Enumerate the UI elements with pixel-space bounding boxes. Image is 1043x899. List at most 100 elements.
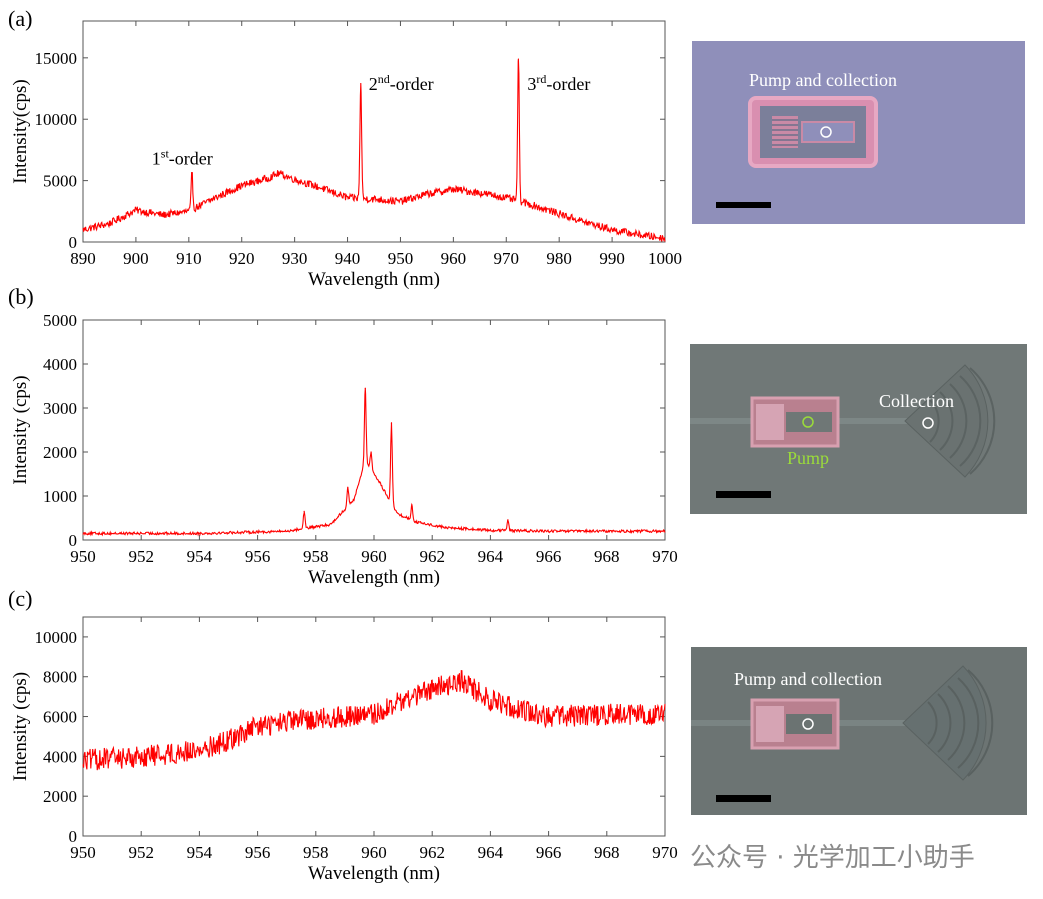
x-tick-label: 950 bbox=[70, 547, 96, 566]
photo-c-label: Pump and collection bbox=[734, 669, 882, 689]
grating-lines bbox=[772, 119, 798, 146]
cavity-bar bbox=[786, 714, 832, 734]
photo-b-pump-label: Pump bbox=[787, 448, 829, 468]
order-word: -order bbox=[390, 74, 434, 94]
photo-b-collection-label: Collection bbox=[879, 391, 954, 411]
pump-spot-marker bbox=[820, 126, 832, 138]
y-tick-label: 6000 bbox=[43, 708, 77, 727]
x-tick-label: 930 bbox=[282, 249, 308, 268]
x-tick-label: 920 bbox=[229, 249, 255, 268]
panel-label-b: (b) bbox=[8, 284, 34, 309]
order-number: 2 bbox=[369, 74, 378, 94]
x-tick-label: 954 bbox=[187, 843, 213, 862]
cavity-bar bbox=[786, 412, 832, 432]
peak-point bbox=[390, 422, 393, 424]
order-suffix: nd bbox=[378, 72, 390, 86]
peak-point bbox=[360, 83, 362, 85]
peak-point bbox=[303, 510, 305, 512]
peak-point bbox=[370, 451, 372, 453]
x-tick-label: 966 bbox=[536, 843, 562, 862]
order-annotation: 2nd-order bbox=[369, 72, 434, 94]
x-tick-label: 962 bbox=[419, 843, 445, 862]
x-tick-label: 900 bbox=[123, 249, 149, 268]
x-tick-label: 968 bbox=[594, 547, 620, 566]
chart-b: 950 952 954 956 958 960 962 964 966 968 970 0 1000 20… bbox=[10, 311, 678, 588]
x-axis-label: Wavelength (nm) bbox=[308, 269, 440, 290]
y-tick-label: 3000 bbox=[43, 399, 77, 418]
x-tick-label: 970 bbox=[652, 547, 678, 566]
order-number: 1 bbox=[152, 149, 161, 169]
y-tick-label: 2000 bbox=[43, 443, 77, 462]
y-tick-label: 2000 bbox=[43, 787, 77, 806]
x-tick-label: 954 bbox=[187, 547, 213, 566]
y-tick-label: 0 bbox=[69, 233, 78, 252]
y-tick-label: 10000 bbox=[35, 110, 78, 129]
watermark: 公众号 · 光学加工小助手 bbox=[690, 843, 975, 873]
x-tick-label: 962 bbox=[419, 547, 445, 566]
order-word: -order bbox=[546, 74, 590, 94]
x-tick-label: 952 bbox=[128, 547, 154, 566]
x-tick-label: 970 bbox=[652, 843, 678, 862]
x-tick-label: 960 bbox=[361, 843, 387, 862]
y-tick-label: 8000 bbox=[43, 668, 77, 687]
scale-bar bbox=[716, 491, 771, 498]
x-tick-label: 952 bbox=[128, 843, 154, 862]
y-axis-label: Intensity (cps) bbox=[10, 672, 31, 781]
y-axis-label: Intensity (cps) bbox=[10, 375, 31, 484]
x-tick-label: 958 bbox=[303, 547, 329, 566]
peak-point bbox=[191, 172, 193, 174]
peak-point bbox=[411, 504, 413, 506]
x-tick-label: 890 bbox=[70, 249, 96, 268]
x-axis-label: Wavelength (nm) bbox=[308, 567, 440, 588]
peak-point bbox=[364, 387, 366, 389]
y-axis-label: Intensity(cps) bbox=[10, 79, 31, 183]
x-tick-label: 950 bbox=[70, 843, 96, 862]
y-tick-label: 0 bbox=[69, 531, 78, 550]
x-tick-label: 960 bbox=[361, 547, 387, 566]
grating-block bbox=[756, 404, 784, 440]
spectrum-line bbox=[82, 59, 666, 242]
order-annotation: 1st-order bbox=[152, 147, 213, 169]
micrograph-a: Pump and collection bbox=[692, 41, 1025, 224]
order-suffix: rd bbox=[536, 72, 546, 86]
x-tick-label: 964 bbox=[478, 547, 504, 566]
x-tick-label: 970 bbox=[494, 249, 520, 268]
x-tick-label: 958 bbox=[303, 843, 329, 862]
peak-point bbox=[517, 58, 520, 60]
micrograph-c: Pump and collection bbox=[691, 647, 1027, 815]
y-tick-label: 5000 bbox=[43, 311, 77, 330]
chart-a: 890 900 910 920 930 940 950 960 970 980 990 1000050… bbox=[10, 20, 682, 290]
y-tick-label: 10000 bbox=[35, 628, 78, 647]
y-tick-label: 5000 bbox=[43, 172, 77, 191]
x-tick-label: 910 bbox=[176, 249, 202, 268]
plot-frame bbox=[82, 20, 666, 243]
panel-label-c: (c) bbox=[8, 586, 32, 611]
coupler-rings bbox=[927, 669, 994, 777]
scale-bar bbox=[716, 202, 771, 208]
y-tick-label: 4000 bbox=[43, 355, 77, 374]
grating-coupler bbox=[904, 364, 989, 478]
spectrum-line bbox=[82, 388, 666, 537]
order-suffix: st bbox=[161, 147, 170, 161]
x-tick-label: 956 bbox=[245, 547, 271, 566]
x-tick-label: 960 bbox=[441, 249, 467, 268]
grating-block bbox=[756, 706, 784, 742]
y-tick-label: 4000 bbox=[43, 747, 77, 766]
panel-label-a: (a) bbox=[8, 6, 32, 31]
scale-bar bbox=[716, 795, 771, 802]
plot-frame bbox=[82, 616, 666, 837]
photo-a-label: Pump and collection bbox=[749, 70, 897, 90]
micrograph-b: Collection Pump bbox=[690, 344, 1027, 514]
coupler-rings bbox=[929, 367, 996, 475]
x-tick-label: 980 bbox=[546, 249, 572, 268]
x-tick-label: 964 bbox=[478, 843, 504, 862]
pump-spot-marker bbox=[802, 416, 814, 428]
x-tick-label: 966 bbox=[536, 547, 562, 566]
center-bar bbox=[801, 121, 855, 143]
peak-point bbox=[507, 519, 509, 521]
x-tick-label: 1000 bbox=[648, 249, 682, 268]
x-tick-label: 940 bbox=[335, 249, 361, 268]
x-tick-label: 950 bbox=[388, 249, 414, 268]
peak-point bbox=[347, 486, 349, 488]
